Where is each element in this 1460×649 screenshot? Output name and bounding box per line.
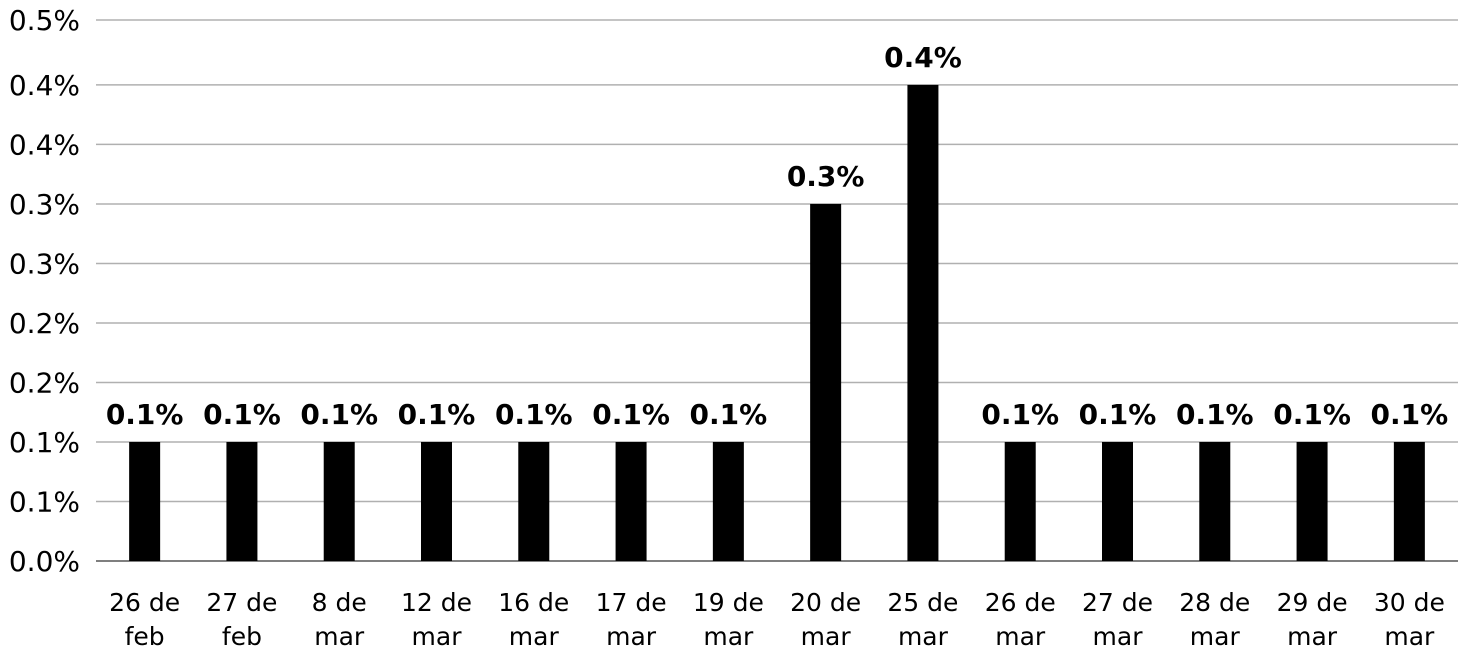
y-tick-label: 0.3% — [9, 188, 80, 221]
x-tick-label: 16 de — [498, 588, 569, 617]
x-tick-label: 20 de — [790, 588, 861, 617]
bar — [129, 441, 161, 561]
bar — [1102, 441, 1133, 561]
x-tick-label: mar — [1190, 622, 1241, 649]
x-tick-label: mar — [703, 622, 754, 649]
x-tick-label: 26 de — [109, 588, 180, 617]
x-tick-label: feb — [222, 622, 262, 649]
data-label: 0.1% — [1079, 398, 1157, 431]
x-tick-label: 25 de — [887, 588, 958, 617]
data-label: 0.1% — [592, 398, 670, 431]
x-tick-label: 27 de — [206, 588, 277, 617]
bar — [518, 441, 550, 561]
x-tick-label: 27 de — [1082, 588, 1153, 617]
y-tick-label: 0.2% — [9, 307, 80, 340]
data-label: 0.1% — [690, 398, 768, 431]
data-label: 0.1% — [203, 398, 281, 431]
x-tick-label: feb — [125, 622, 165, 649]
data-label: 0.1% — [106, 398, 184, 431]
y-tick-label: 0.1% — [9, 426, 80, 459]
x-tick-label: 26 de — [985, 588, 1056, 617]
bar — [323, 441, 355, 561]
data-label: 0.3% — [787, 160, 865, 193]
y-tick-label: 0.3% — [9, 247, 80, 280]
bar — [421, 441, 452, 561]
x-tick-label: mar — [509, 622, 560, 649]
data-label: 0.1% — [300, 398, 378, 431]
x-tick-label: 19 de — [693, 588, 764, 617]
x-tick-label: 8 de — [312, 588, 367, 617]
x-tick-label: mar — [1287, 622, 1338, 649]
y-tick-label: 0.4% — [9, 69, 80, 102]
y-tick-label: 0.5% — [9, 4, 80, 37]
x-tick-label: mar — [314, 622, 365, 649]
x-tick-label: 30 de — [1374, 588, 1445, 617]
bar — [1199, 441, 1231, 561]
bar — [615, 441, 647, 561]
x-tick-label: 29 de — [1277, 588, 1348, 617]
x-tick-label: mar — [1093, 622, 1144, 649]
data-label: 0.1% — [495, 398, 573, 431]
bar — [907, 84, 939, 562]
x-tick-label: mar — [898, 622, 949, 649]
bar — [226, 441, 258, 561]
data-label: 0.1% — [1371, 398, 1449, 431]
bar — [712, 441, 744, 561]
x-tick-label: mar — [1384, 622, 1435, 649]
bar — [810, 203, 842, 561]
bar — [1296, 441, 1328, 561]
data-label: 0.1% — [1273, 398, 1351, 431]
x-tick-label: mar — [801, 622, 852, 649]
data-label: 0.1% — [1176, 398, 1254, 431]
y-tick-label: 0.4% — [9, 128, 80, 161]
x-tick-label: mar — [606, 622, 657, 649]
x-tick-label: 17 de — [596, 588, 667, 617]
data-label: 0.4% — [884, 41, 962, 74]
data-label: 0.1% — [981, 398, 1059, 431]
bar — [1004, 441, 1036, 561]
y-tick-label: 0.0% — [9, 545, 80, 578]
x-tick-label: 12 de — [401, 588, 472, 617]
y-tick-label: 0.1% — [9, 485, 80, 518]
x-tick-label: mar — [412, 622, 463, 649]
data-label: 0.1% — [398, 398, 476, 431]
x-tick-label: 28 de — [1179, 588, 1250, 617]
bar — [1393, 441, 1425, 561]
y-tick-label: 0.2% — [9, 366, 80, 399]
x-tick-label: mar — [995, 622, 1046, 649]
